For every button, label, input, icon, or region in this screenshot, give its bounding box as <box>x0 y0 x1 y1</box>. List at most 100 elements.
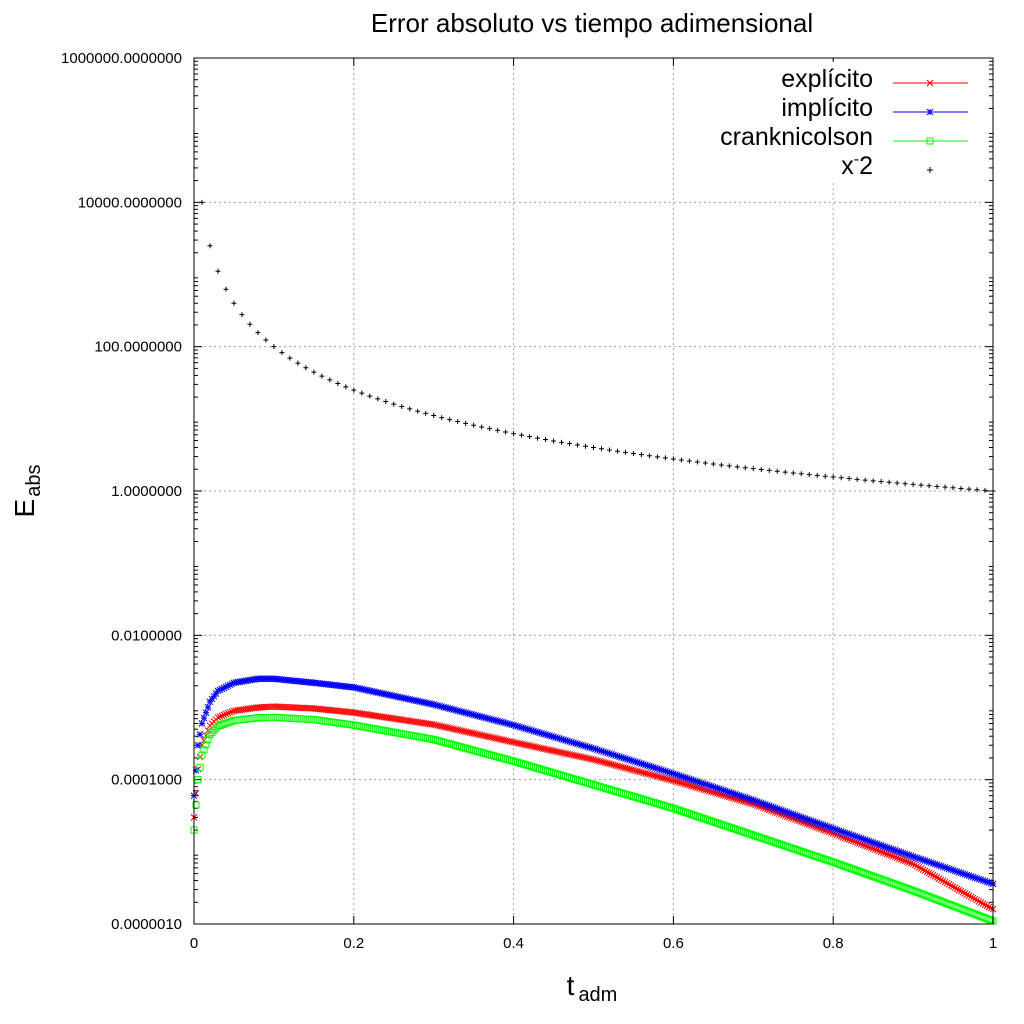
data-point <box>536 744 543 752</box>
data-point <box>482 732 489 740</box>
data-point <box>953 885 961 893</box>
data-point <box>877 848 885 856</box>
legend-label-x-2-sup: - <box>854 151 859 168</box>
data-point <box>966 486 972 492</box>
data-point <box>200 714 208 722</box>
data-point <box>646 453 652 459</box>
data-point <box>719 786 727 794</box>
data-point <box>873 840 881 848</box>
data-point <box>582 754 589 762</box>
y-axis-label-sub: abs <box>23 465 45 497</box>
data-point <box>640 769 647 777</box>
data-point <box>496 718 503 725</box>
data-point <box>444 704 452 712</box>
data-point <box>734 464 740 470</box>
data-point <box>775 806 783 813</box>
data-point <box>524 725 531 733</box>
data-point <box>575 442 581 448</box>
data-point <box>731 790 739 798</box>
data-point <box>650 771 657 779</box>
data-point <box>975 875 983 883</box>
data-point <box>905 859 913 866</box>
data-point <box>602 759 609 767</box>
data-point <box>540 730 547 738</box>
data-point <box>256 714 264 722</box>
data-point <box>803 815 811 823</box>
data-point <box>887 845 895 853</box>
data-point <box>279 350 285 356</box>
data-point <box>608 760 615 768</box>
legend-label-x-2: x-2 <box>841 151 873 180</box>
data-point <box>206 698 214 706</box>
data-point <box>715 785 723 793</box>
data-point <box>488 716 495 723</box>
data-point <box>838 475 844 481</box>
data-point <box>678 457 684 463</box>
data-point <box>591 445 596 451</box>
data-point <box>606 750 613 757</box>
data-point <box>430 721 438 728</box>
data-point <box>957 869 965 877</box>
data-point <box>462 728 470 735</box>
data-point <box>987 916 995 924</box>
data-point <box>950 485 956 491</box>
data-point <box>636 768 643 776</box>
data-point <box>204 703 212 711</box>
data-point <box>626 756 633 764</box>
data-point <box>745 795 753 803</box>
data-point <box>536 729 543 737</box>
data-point <box>600 748 607 756</box>
data-point <box>670 456 676 462</box>
data-point <box>222 683 230 691</box>
data-point <box>511 431 517 437</box>
data-point <box>939 877 947 885</box>
data-point <box>985 915 993 923</box>
data-point <box>494 735 501 743</box>
data-point <box>202 741 210 749</box>
data-point <box>572 752 579 760</box>
data-point <box>903 851 911 858</box>
data-point <box>503 429 509 435</box>
data-point <box>222 710 230 718</box>
data-point <box>642 761 649 769</box>
data-point <box>918 482 924 488</box>
data-point <box>819 821 827 829</box>
data-point <box>260 714 268 722</box>
data-point <box>981 901 989 909</box>
data-point <box>580 742 587 749</box>
data-point <box>805 816 813 824</box>
data-point <box>570 751 577 759</box>
data-point <box>895 855 903 862</box>
data-point <box>200 746 208 754</box>
data-point <box>879 849 887 856</box>
data-point <box>873 846 881 854</box>
legend-label-x-2-tail: 2 <box>859 152 873 180</box>
data-point <box>464 728 472 736</box>
data-point <box>759 800 767 808</box>
data-point <box>304 715 312 723</box>
data-point <box>670 770 677 778</box>
data-point <box>875 841 883 849</box>
data-point <box>939 863 947 871</box>
data-point <box>306 715 314 723</box>
data-point <box>638 452 644 458</box>
data-point <box>739 793 747 801</box>
data-point <box>676 772 683 780</box>
data-point <box>628 757 635 764</box>
data-point <box>440 723 448 731</box>
legend-samples <box>893 79 968 173</box>
data-point <box>415 408 421 414</box>
data-point <box>774 468 780 474</box>
data-point <box>927 870 935 878</box>
data-point <box>546 746 553 754</box>
data-point <box>929 860 937 867</box>
data-point <box>590 745 597 752</box>
data-point <box>480 714 487 721</box>
data-point <box>574 752 581 760</box>
data-point <box>564 737 571 745</box>
data-point <box>650 764 657 771</box>
data-point <box>909 853 917 860</box>
data-point <box>666 769 673 776</box>
data-point <box>576 741 583 748</box>
data-point <box>899 856 907 864</box>
